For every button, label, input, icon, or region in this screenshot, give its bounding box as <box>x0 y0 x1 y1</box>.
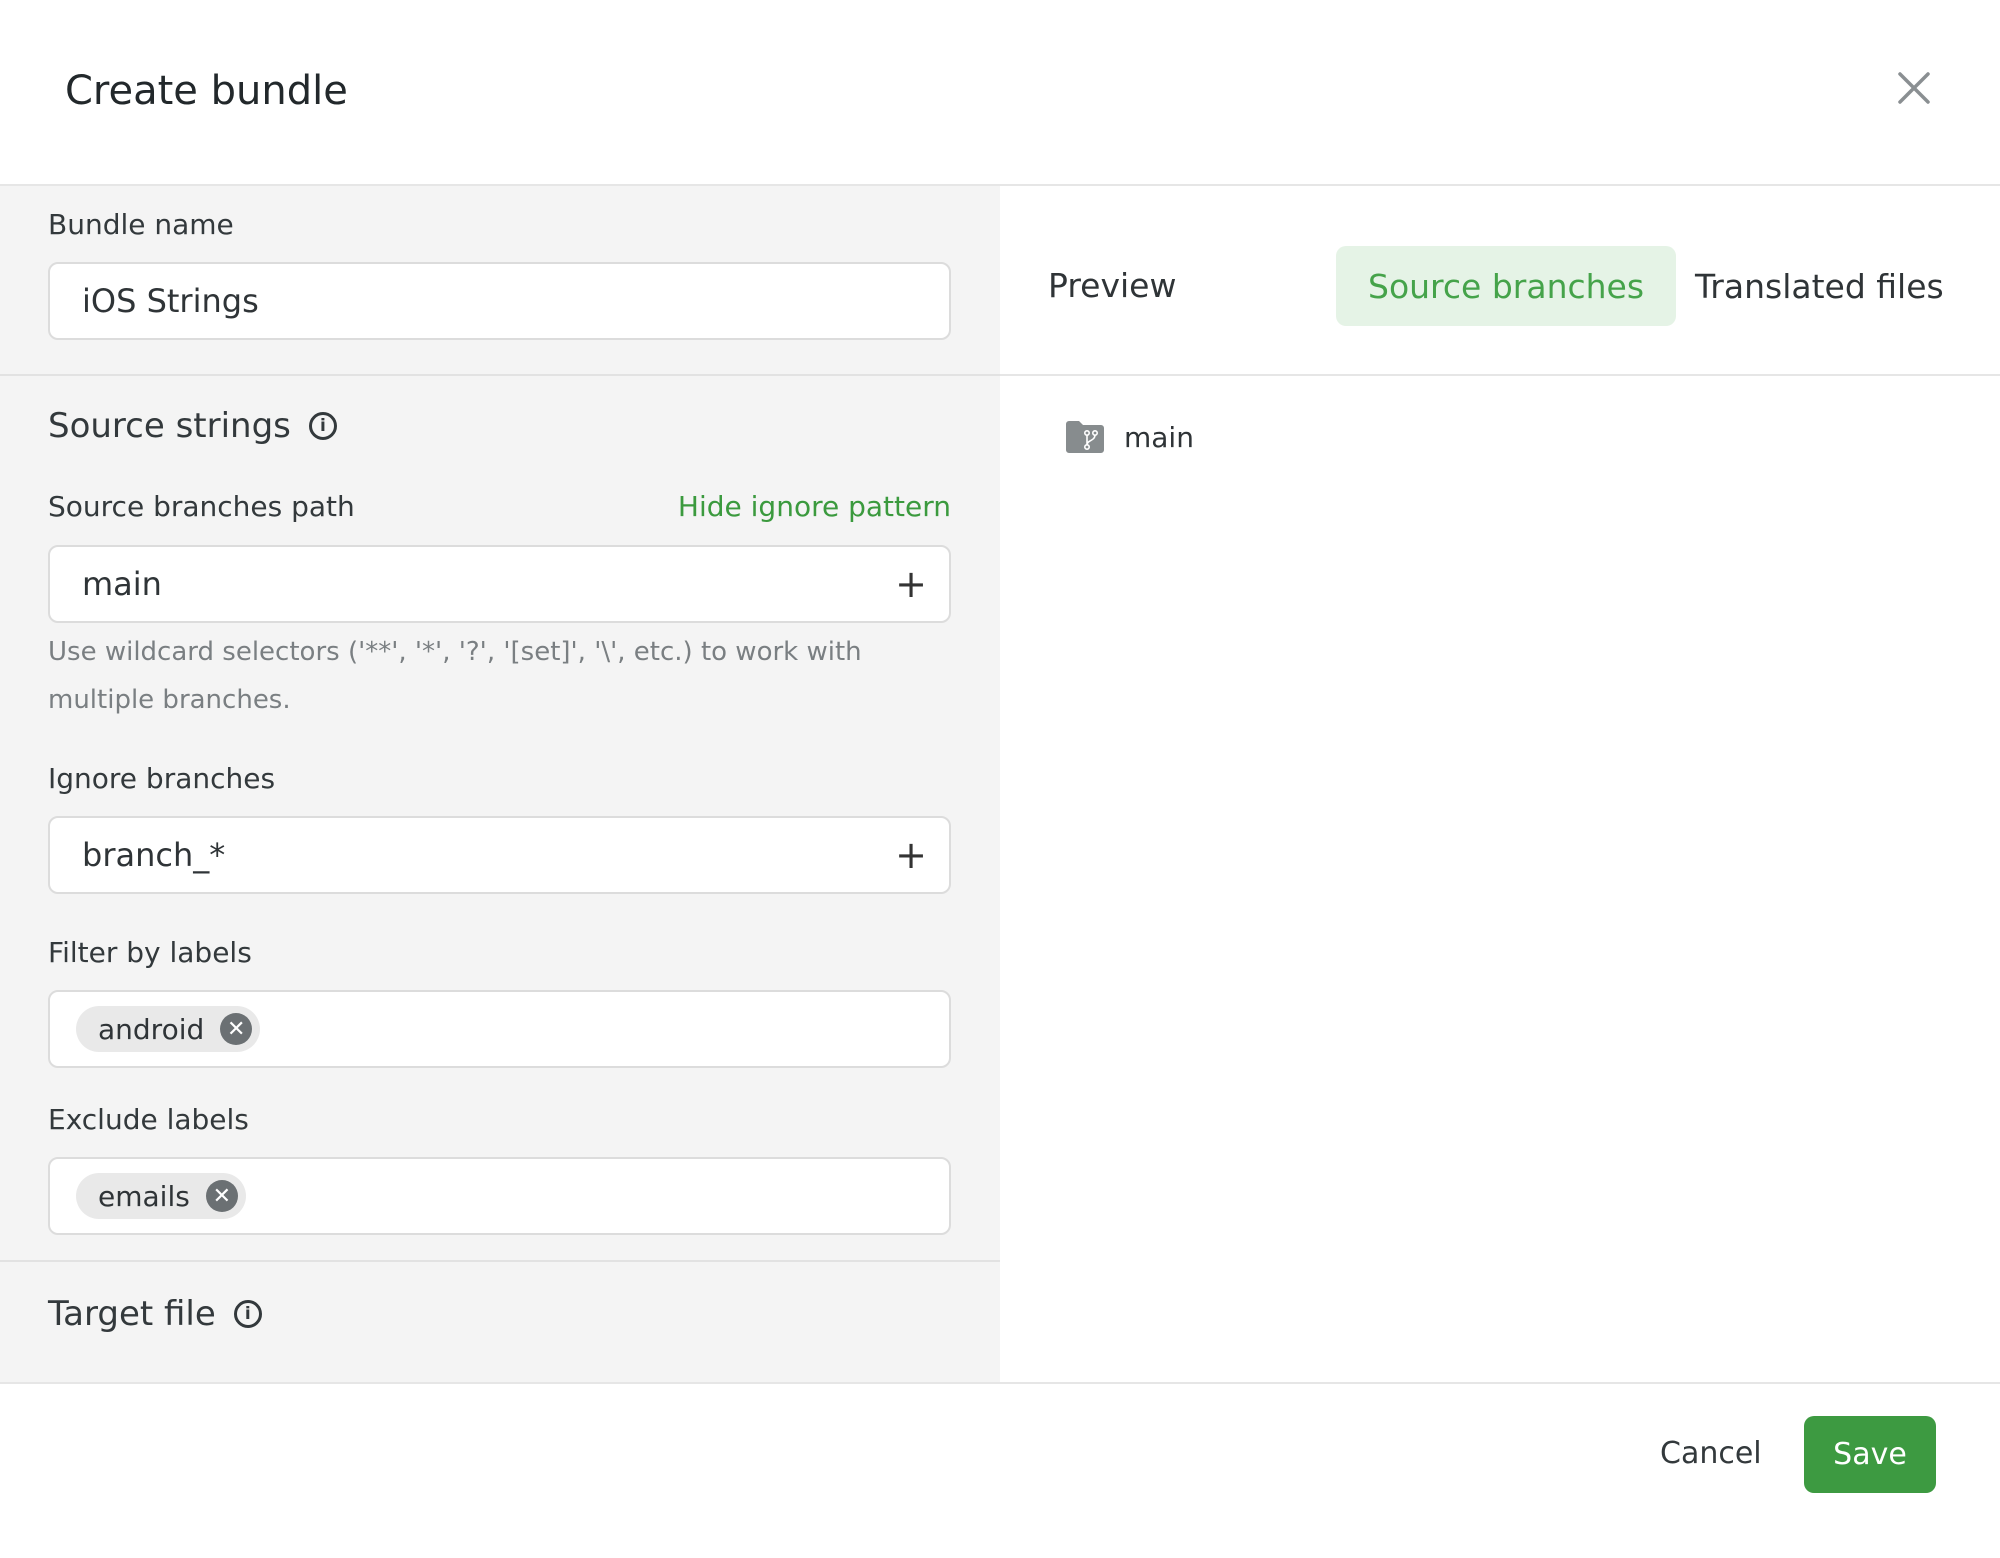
target-file-title: Target file <box>48 1294 216 1334</box>
bundle-name-input[interactable]: iOS Strings <box>48 262 951 340</box>
filter-by-labels-input[interactable]: android ✕ <box>48 990 951 1068</box>
chip-label: android <box>98 1012 205 1046</box>
hide-ignore-pattern-link[interactable]: Hide ignore pattern <box>677 490 951 523</box>
info-icon[interactable]: i <box>308 412 337 440</box>
branch-list-item[interactable]: main <box>1064 420 1194 454</box>
close-button[interactable] <box>1892 66 1936 110</box>
chip-label: emails <box>98 1179 190 1213</box>
preview-title: Preview <box>1048 266 1177 305</box>
section-divider <box>0 374 1000 376</box>
plus-icon[interactable]: + <box>895 562 927 606</box>
form-panel: Bundle name iOS Strings Source strings i … <box>0 186 1000 1382</box>
remove-chip-icon[interactable]: ✕ <box>220 1013 253 1045</box>
bundle-name-label: Bundle name <box>48 208 234 241</box>
target-file-heading: Target file i <box>48 1294 262 1334</box>
section-divider <box>0 1260 1000 1262</box>
header-divider <box>0 184 2000 186</box>
plus-icon[interactable]: + <box>895 833 927 877</box>
filter-by-labels-label: Filter by labels <box>48 936 252 969</box>
footer-divider <box>0 1382 2000 1384</box>
cancel-button[interactable]: Cancel <box>1660 1436 1762 1471</box>
source-branches-path-value: main <box>82 565 162 603</box>
exclude-labels-label: Exclude labels <box>48 1103 249 1136</box>
source-strings-heading: Source strings i <box>48 406 337 446</box>
dialog-title: Create bundle <box>65 68 348 114</box>
exclude-labels-input[interactable]: emails ✕ <box>48 1157 951 1235</box>
wildcard-help-text: Use wildcard selectors ('**', '*', '?', … <box>48 637 862 715</box>
save-button[interactable]: Save <box>1804 1416 1936 1493</box>
info-icon[interactable]: i <box>233 1300 262 1328</box>
preview-divider <box>1000 374 2000 376</box>
ignore-branches-label: Ignore branches <box>48 762 276 795</box>
branch-name: main <box>1124 420 1194 454</box>
branch-folder-icon <box>1066 421 1104 453</box>
label-chip: emails ✕ <box>76 1173 246 1219</box>
source-branches-path-label: Source branches path <box>48 490 355 523</box>
source-strings-title: Source strings <box>48 406 291 446</box>
remove-chip-icon[interactable]: ✕ <box>205 1180 238 1212</box>
ignore-branches-value: branch_* <box>82 836 226 874</box>
tab-translated-files[interactable]: Translated files <box>1695 266 1944 306</box>
ignore-branches-input[interactable]: branch_* + <box>48 816 951 894</box>
bundle-name-value: iOS Strings <box>82 282 259 320</box>
label-chip: android ✕ <box>76 1006 261 1052</box>
tab-source-branches[interactable]: Source branches <box>1336 246 1677 326</box>
close-icon <box>1898 72 1930 104</box>
source-branches-path-input[interactable]: main + <box>48 545 951 623</box>
